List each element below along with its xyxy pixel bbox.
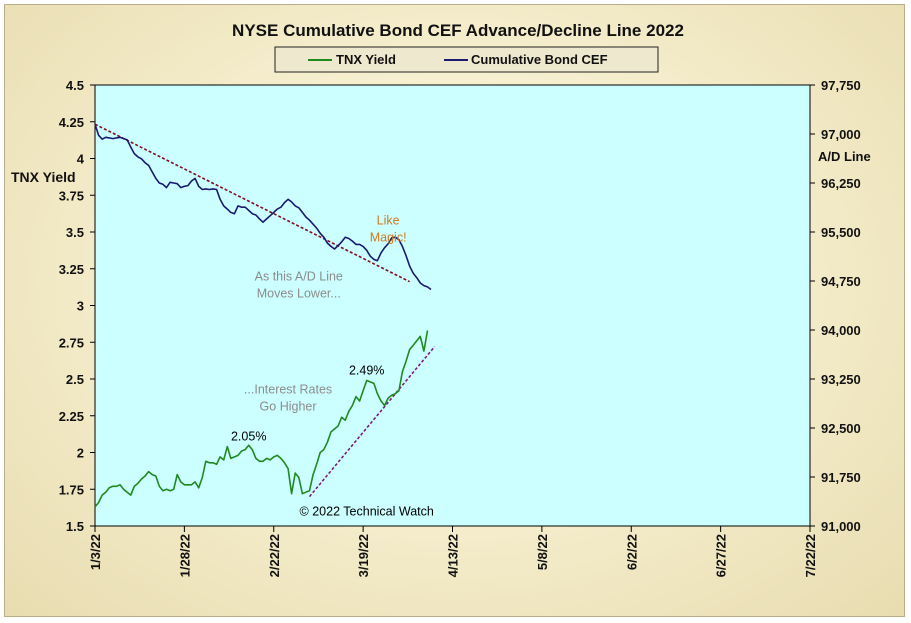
legend-label-cef: Cumulative Bond CEF (471, 52, 608, 67)
y-left-tick-label: 4.5 (66, 78, 84, 93)
y-left-tick-label: 3 (77, 299, 84, 314)
y-right-tick-label: 96,250 (821, 176, 861, 191)
x-tick-label: 4/13/22 (446, 534, 461, 577)
y-right-axis-label: A/D Line (818, 149, 871, 164)
annotation-1: As this A/D Line Moves Lower... (255, 270, 343, 301)
y-left-axis-label: TNX Yield (11, 169, 76, 185)
trendline-support (308, 346, 436, 498)
legend: TNX Yield Cumulative Bond CEF (274, 46, 659, 73)
trendlines (94, 123, 436, 498)
legend-label-tnx: TNX Yield (336, 52, 396, 67)
x-axis: 1/3/22 1/28/22 2/22/22 3/19/22 4/13/22 5/8/22… (88, 526, 818, 577)
y-left-tick-label: 4 (77, 152, 85, 167)
trendline-resistance (94, 123, 410, 283)
y-left-tick-label: 1.5 (66, 519, 84, 534)
annotations: Like Magic! As this A/D Line Moves Lower...… (231, 214, 434, 519)
y-right-tick-label: 91,000 (821, 519, 861, 534)
y-left-tick-label: 3.25 (59, 262, 84, 277)
y-right-tick-label: 91,750 (821, 470, 861, 485)
chart-title: NYSE Cumulative Bond CEF Advance/Decline… (232, 21, 684, 40)
series-lines (94, 123, 432, 508)
y-left-tick-label: 4.25 (59, 115, 84, 130)
x-tick-label: 1/28/22 (177, 534, 192, 577)
right-axis: 97,750 97,000 96,250 95,500 94,750 94,000 93,2… (810, 78, 861, 534)
y-right-tick-label: 93,250 (821, 372, 861, 387)
annotation-2: ...Interest Rates Go Higher (244, 383, 332, 414)
annotation-3: 2.49% (349, 364, 384, 378)
y-left-tick-label: 3.5 (66, 225, 84, 240)
annotation-5: © 2022 Technical Watch (300, 505, 434, 519)
y-right-tick-label: 97,750 (821, 78, 861, 93)
plot-area (94, 84, 811, 527)
series-line-tnx-yield (94, 330, 429, 508)
y-right-tick-label: 92,500 (821, 421, 861, 436)
y-left-tick-label: 2 (77, 446, 84, 461)
x-tick-label: 6/2/22 (624, 534, 639, 570)
x-tick-label: 5/8/22 (535, 534, 550, 570)
annotation-4: 2.05% (231, 430, 266, 444)
series-line-cumulative-bond-cef (94, 123, 432, 291)
x-tick-label: 3/19/22 (356, 534, 371, 577)
y-right-tick-label: 97,000 (821, 127, 861, 142)
x-tick-label: 1/3/22 (88, 534, 103, 570)
x-tick-label: 7/22/22 (803, 534, 818, 577)
y-right-tick-label: 94,000 (821, 323, 861, 338)
left-axis: 4.5 4.25 4 3.75 3.5 3.25 3 2.75 2.5 2.25 2 1.75 1.5 (59, 78, 95, 534)
y-left-tick-label: 2.25 (59, 409, 84, 424)
y-left-tick-label: 3.75 (59, 188, 84, 203)
x-tick-label: 2/22/22 (267, 534, 282, 577)
y-left-tick-label: 2.5 (66, 372, 84, 387)
annotation-0: Like Magic! (370, 214, 407, 245)
x-tick-label: 6/27/22 (714, 534, 729, 577)
y-left-tick-label: 1.75 (59, 482, 84, 497)
y-right-tick-label: 95,500 (821, 225, 861, 240)
y-left-tick-label: 2.75 (59, 335, 84, 350)
y-right-tick-label: 94,750 (821, 274, 861, 289)
